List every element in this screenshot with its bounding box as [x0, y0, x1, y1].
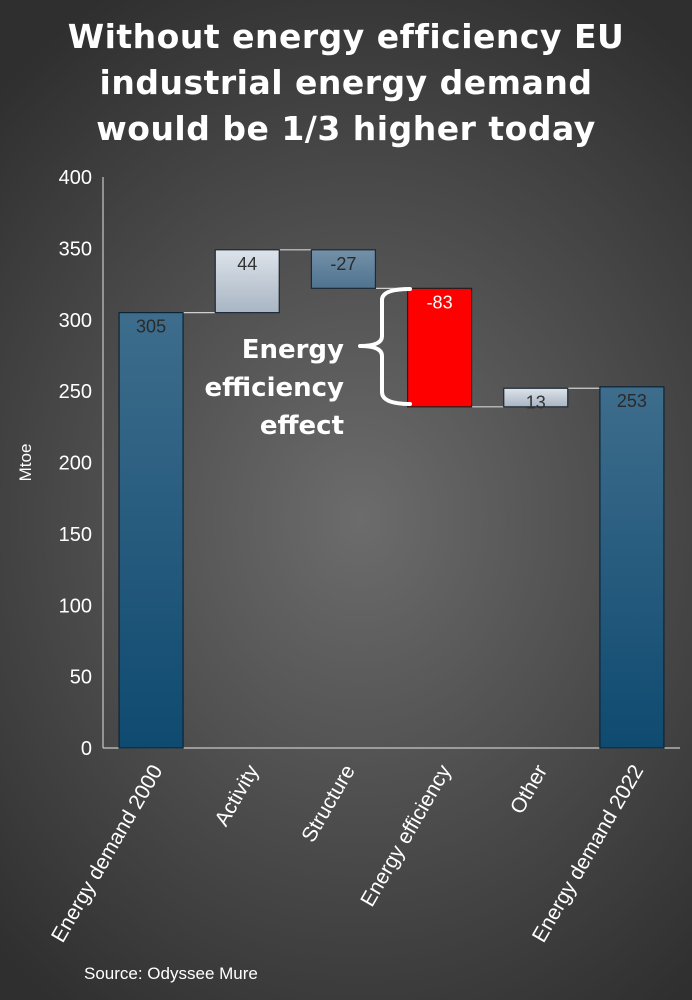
chart-title: Without energy efficiency EU industrial …: [0, 14, 692, 152]
bar-other: [503, 387, 569, 408]
annotation-brace: [358, 287, 412, 406]
data-label-energy-demand-2000: 305: [136, 317, 166, 337]
data-label-energy-demand-2022: 253: [617, 391, 647, 411]
data-label-structure: -27: [330, 254, 356, 274]
y-tick-label: 100: [59, 595, 92, 617]
data-label-energy-efficiency: -83: [427, 292, 453, 312]
y-tick-label: 0: [81, 738, 92, 760]
source-note: Source: Odyssee Mure: [84, 964, 258, 983]
y-tick-label: 50: [70, 667, 92, 689]
x-tick-label-energy-demand-2022: Energy demand 2022: [528, 761, 648, 946]
annotation-line-2: efficiency: [205, 373, 345, 403]
x-tick-label-other: Other: [506, 761, 552, 818]
annotation-line-3: effect: [260, 411, 344, 441]
title-line-2: industrial energy demand: [99, 63, 593, 102]
title-line-1: Without energy efficiency EU: [67, 17, 625, 56]
bar-activity: [214, 249, 280, 314]
bar-energy-demand-2000: [118, 312, 184, 749]
y-tick-label: 300: [59, 310, 92, 332]
x-tick-label-activity: Activity: [210, 761, 263, 831]
x-tick-label-energy-efficiency: Energy efficiency: [356, 761, 456, 911]
title-line-3: would be 1/3 higher today: [96, 109, 596, 148]
x-tick-label-energy-demand-2000: Energy demand 2000: [47, 761, 167, 946]
bar-structure: [310, 249, 377, 289]
y-tick-label: 150: [59, 524, 92, 546]
annotation-line-1: Energy: [242, 335, 344, 365]
y-tick-label: 200: [59, 453, 92, 475]
y-tick-label: 250: [59, 381, 92, 403]
x-tick-label-structure: Structure: [297, 761, 360, 846]
bar-energy-efficiency: [406, 287, 473, 408]
energy-efficiency-annotation: Energy efficiency effect: [205, 287, 412, 441]
y-tick-label: 350: [59, 238, 92, 260]
y-tick-label: 400: [59, 167, 92, 189]
bar-energy-demand-2022: [599, 386, 665, 749]
data-label-activity: 44: [237, 254, 257, 274]
data-label-other: 13: [526, 392, 546, 412]
y-axis-title: Mtoe: [16, 444, 35, 482]
